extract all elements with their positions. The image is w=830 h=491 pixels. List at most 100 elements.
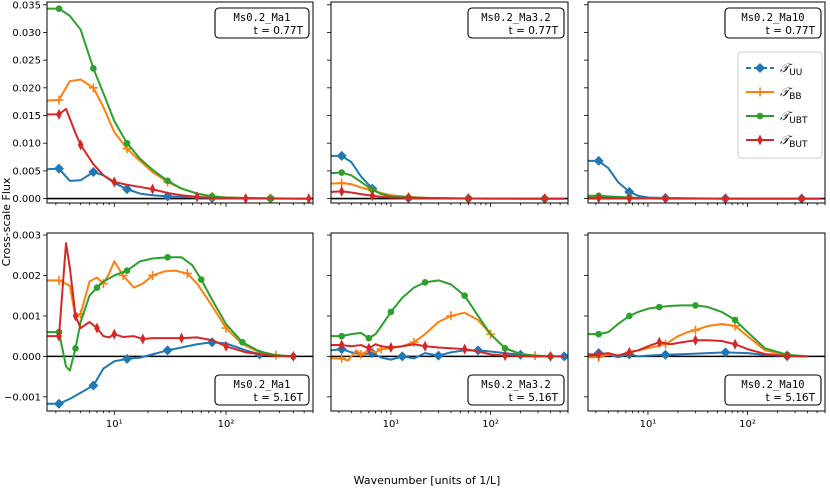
series-line-ubt xyxy=(588,304,808,358)
marker-but xyxy=(784,350,790,362)
marker-bb xyxy=(54,95,64,105)
series-group xyxy=(47,242,297,409)
marker-but xyxy=(656,336,663,348)
marker-ubt xyxy=(338,169,345,176)
series-line-uu xyxy=(47,341,294,405)
annotation-time: t = 5.16T xyxy=(509,392,559,404)
marker-ubt xyxy=(369,186,376,194)
annotation-run-name: Ms0.2_Ma3.2 xyxy=(481,379,551,391)
marker-bb xyxy=(690,325,700,335)
marker-but xyxy=(541,193,548,203)
marker-but xyxy=(662,193,669,203)
legend-label-subscript: UBT xyxy=(789,116,808,126)
marker-uu xyxy=(122,353,133,364)
marker-uu xyxy=(88,380,99,391)
marker-bb xyxy=(148,270,158,280)
marker-ubt xyxy=(164,177,171,185)
x-tick-label: 10¹ xyxy=(640,419,657,430)
marker-but xyxy=(194,191,200,203)
panel-frame xyxy=(46,1,314,204)
y-axis-label: Cross-scale Flux xyxy=(0,177,13,266)
x-tick-label: 10¹ xyxy=(106,419,123,430)
marker-but xyxy=(77,139,84,151)
marker-uu xyxy=(624,186,635,197)
panel-frame xyxy=(330,232,569,412)
marker-ubt xyxy=(595,330,602,338)
marker-ubt xyxy=(692,302,699,309)
series-group xyxy=(47,5,312,203)
y-tick-label: 0.002 xyxy=(12,271,41,282)
series-line-but xyxy=(588,339,808,358)
series-line-but xyxy=(588,197,822,200)
y-tick-label: −0.001 xyxy=(4,392,41,403)
annotation-run-name: Ms0.2_Ma10 xyxy=(741,379,804,391)
panel-frame xyxy=(330,1,569,204)
marker-but xyxy=(149,183,156,195)
annotation-box: Ms0.2_Ma3.2t = 0.77T xyxy=(467,7,565,39)
legend-marker xyxy=(757,134,763,146)
annotation-box-frame xyxy=(214,7,310,39)
marker-uu xyxy=(397,351,408,362)
marker-but xyxy=(422,340,428,352)
annotation-run-name: Ms0.2_Ma10 xyxy=(741,12,804,24)
series-line-uu xyxy=(588,159,822,200)
marker-ubt xyxy=(197,276,205,283)
annotation-time: t = 5.16T xyxy=(766,392,816,404)
marker-but xyxy=(626,192,633,203)
y-tick-label: 0.000 xyxy=(12,352,41,363)
panel-ms0-2-ma1-row0: 0.000 0.005 0.010 0.015 0.020 0.025 0.030 0.035… xyxy=(12,0,314,207)
annotation-box-frame xyxy=(467,374,565,406)
series-group xyxy=(331,279,568,363)
marker-uu xyxy=(162,345,173,356)
annotation-box-frame xyxy=(214,374,310,406)
marker-but xyxy=(388,341,394,353)
y-tick-label: 0.003 xyxy=(12,231,41,242)
legend-label-subscript: BB xyxy=(789,92,801,102)
legend-label-subscript: UU xyxy=(789,68,802,78)
panel-frame xyxy=(587,1,826,204)
marker-ubt xyxy=(461,292,468,300)
marker-uu xyxy=(88,166,99,177)
annotation-time: t = 0.77T xyxy=(509,25,559,37)
x-tick-label: 10² xyxy=(218,419,235,430)
marker-ubt xyxy=(387,308,395,316)
marker-but xyxy=(178,332,185,344)
x-axis-label: Wavenumber [units of 1/L] xyxy=(354,474,501,487)
marker-bb xyxy=(88,83,98,93)
annotation-time: t = 0.77T xyxy=(766,25,816,37)
panel-ms0-2-ma1-row1: 10¹ 10² −0.001 0.000 0.001 0.002 0.003 Ms0.2_Ma… xyxy=(4,231,314,430)
panel-frame xyxy=(587,232,826,412)
marker-but xyxy=(56,330,62,342)
annotation-time: t = 5.16T xyxy=(254,392,304,404)
marker-uu xyxy=(593,155,604,166)
marker-but xyxy=(366,342,372,354)
series-group xyxy=(588,155,822,203)
marker-ubt xyxy=(239,338,246,346)
marker-ubt xyxy=(365,334,373,342)
marker-uu xyxy=(433,350,444,361)
annotation-time: t = 0.77T xyxy=(254,25,304,37)
marker-uu xyxy=(53,398,64,409)
marker-but xyxy=(111,176,118,188)
marker-but xyxy=(223,340,229,352)
annotation-run-name: Ms0.2_Ma1 xyxy=(234,379,291,391)
marker-ubt xyxy=(501,344,509,352)
marker-ubt xyxy=(90,65,97,72)
annotation-box-frame xyxy=(724,374,822,406)
legend-marker xyxy=(756,112,764,120)
y-tick-label: 0.025 xyxy=(12,56,41,67)
panel-ms0-2-ma3-2-row0: Ms0.2_Ma3.2t = 0.77T xyxy=(327,1,569,207)
x-tick-label: 10² xyxy=(482,419,499,430)
y-tick-label: 0.010 xyxy=(12,139,41,150)
x-tick-label: 10² xyxy=(739,419,756,430)
panels-group: 0.000 0.005 0.010 0.015 0.020 0.025 0.030 0.035… xyxy=(4,0,826,430)
marker-but xyxy=(798,193,805,203)
marker-but xyxy=(140,333,146,345)
marker-bb xyxy=(337,353,347,363)
marker-bb xyxy=(356,349,366,359)
